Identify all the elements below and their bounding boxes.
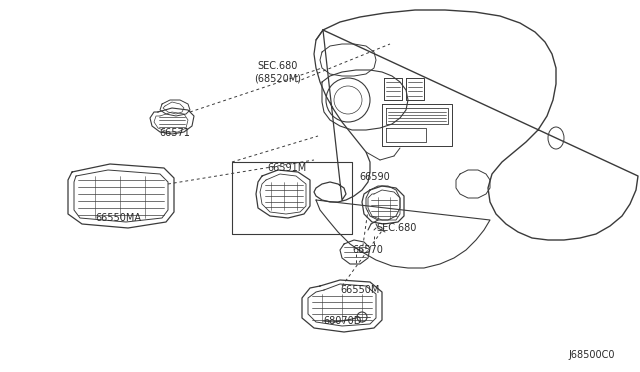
Text: 66550M: 66550M xyxy=(340,285,380,295)
Text: 66571: 66571 xyxy=(159,128,191,138)
Text: 66550MA: 66550MA xyxy=(95,213,141,223)
Text: 66570: 66570 xyxy=(352,245,383,255)
Text: 66590: 66590 xyxy=(360,172,390,182)
Text: SEC.680
(68520M): SEC.680 (68520M) xyxy=(255,61,301,83)
Text: J68500C0: J68500C0 xyxy=(568,350,615,360)
Text: 68070D: 68070D xyxy=(323,316,362,326)
Text: SEC.680: SEC.680 xyxy=(376,223,417,233)
Text: 66591M: 66591M xyxy=(268,163,307,173)
